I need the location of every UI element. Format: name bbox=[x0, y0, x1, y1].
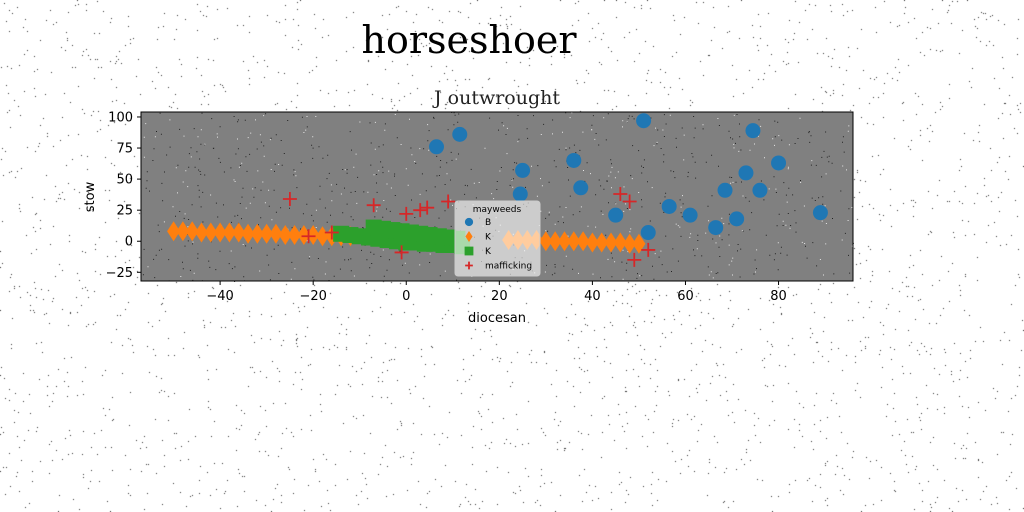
data-point bbox=[420, 200, 435, 215]
x-axis-label: diocesan bbox=[468, 311, 526, 326]
data-point bbox=[812, 205, 828, 221]
data-point bbox=[515, 162, 531, 178]
data-point bbox=[557, 231, 571, 252]
data-point bbox=[465, 261, 473, 270]
data-point bbox=[297, 225, 311, 246]
data-point bbox=[661, 198, 677, 214]
data-point bbox=[729, 211, 745, 227]
data-point bbox=[576, 231, 590, 252]
data-point bbox=[745, 123, 761, 139]
data-point bbox=[269, 223, 283, 244]
plot-frame bbox=[140, 111, 854, 282]
x-tick-label: 60 bbox=[677, 289, 694, 304]
legend-label: mafficking bbox=[485, 262, 532, 272]
x-tick-label: −40 bbox=[206, 289, 233, 304]
data-point bbox=[708, 220, 724, 236]
data-point bbox=[241, 223, 255, 244]
x-tick-label: 0 bbox=[402, 289, 410, 304]
data-point bbox=[167, 221, 181, 242]
data-point bbox=[622, 194, 637, 209]
data-point bbox=[232, 222, 246, 243]
data-point bbox=[250, 223, 264, 244]
legend-label: K bbox=[485, 233, 492, 243]
data-point bbox=[464, 246, 474, 256]
y-tick-label: 75 bbox=[116, 142, 133, 157]
series-mafficking bbox=[282, 187, 656, 267]
data-point bbox=[176, 221, 190, 242]
data-point bbox=[452, 126, 468, 142]
data-point bbox=[604, 232, 618, 253]
data-point bbox=[585, 232, 599, 253]
data-point bbox=[315, 226, 329, 247]
data-point bbox=[566, 152, 582, 168]
y-tick-label: −25 bbox=[106, 266, 133, 281]
data-point bbox=[752, 182, 768, 198]
data-point bbox=[613, 232, 627, 253]
data-point bbox=[366, 198, 381, 213]
data-point bbox=[595, 232, 609, 253]
data-point bbox=[260, 223, 274, 244]
data-point bbox=[282, 191, 297, 206]
x-tick-label: −20 bbox=[299, 289, 326, 304]
data-point bbox=[194, 222, 208, 243]
y-axis-label: stow bbox=[83, 181, 98, 212]
data-point bbox=[717, 182, 733, 198]
legend-title: mayweeds bbox=[473, 205, 522, 215]
chart-title: J outwrought bbox=[432, 87, 560, 109]
data-point bbox=[413, 203, 428, 218]
legend-box bbox=[454, 200, 541, 277]
x-tick-label: 80 bbox=[770, 289, 787, 304]
data-point bbox=[441, 194, 456, 209]
y-tick-label: 0 bbox=[125, 235, 133, 250]
data-point bbox=[573, 180, 589, 196]
data-point bbox=[548, 231, 562, 252]
x-axis: −40 −20 0 20 40 60 80 bbox=[206, 281, 787, 304]
y-tick-label: 100 bbox=[108, 110, 133, 125]
data-point bbox=[567, 231, 581, 252]
data-point bbox=[613, 187, 628, 202]
data-point bbox=[394, 245, 409, 260]
figure-suptitle: horseshoer bbox=[361, 18, 577, 62]
data-point bbox=[288, 225, 302, 246]
data-point bbox=[640, 225, 656, 241]
data-point bbox=[623, 233, 637, 254]
data-point bbox=[306, 225, 320, 246]
data-point bbox=[213, 222, 227, 243]
data-point bbox=[627, 252, 642, 267]
data-point bbox=[512, 186, 528, 202]
data-point bbox=[464, 217, 474, 227]
data-point bbox=[399, 206, 414, 221]
data-point bbox=[641, 242, 656, 257]
legend-label: K bbox=[485, 247, 492, 257]
data-point bbox=[636, 113, 652, 129]
series-B bbox=[429, 113, 828, 241]
data-point bbox=[204, 222, 218, 243]
x-tick-label: 40 bbox=[584, 289, 601, 304]
data-point bbox=[429, 139, 445, 155]
data-point bbox=[682, 207, 698, 223]
data-point bbox=[301, 229, 316, 244]
data-point bbox=[278, 225, 292, 246]
data-point bbox=[539, 231, 553, 252]
data-point bbox=[771, 155, 787, 171]
data-point bbox=[465, 231, 473, 242]
series-K bbox=[333, 219, 471, 255]
y-tick-label: 50 bbox=[116, 173, 133, 188]
data-point bbox=[608, 207, 624, 223]
x-tick-label: 20 bbox=[491, 289, 508, 304]
data-point bbox=[324, 225, 339, 240]
y-tick-label: 25 bbox=[116, 204, 133, 219]
data-point bbox=[738, 165, 754, 181]
data-point bbox=[632, 233, 646, 254]
legend-label: B bbox=[485, 218, 491, 228]
data-point bbox=[365, 219, 382, 236]
data-point bbox=[185, 221, 199, 242]
data-point bbox=[222, 222, 236, 243]
y-axis: −25 0 25 50 75 100 bbox=[106, 110, 141, 281]
